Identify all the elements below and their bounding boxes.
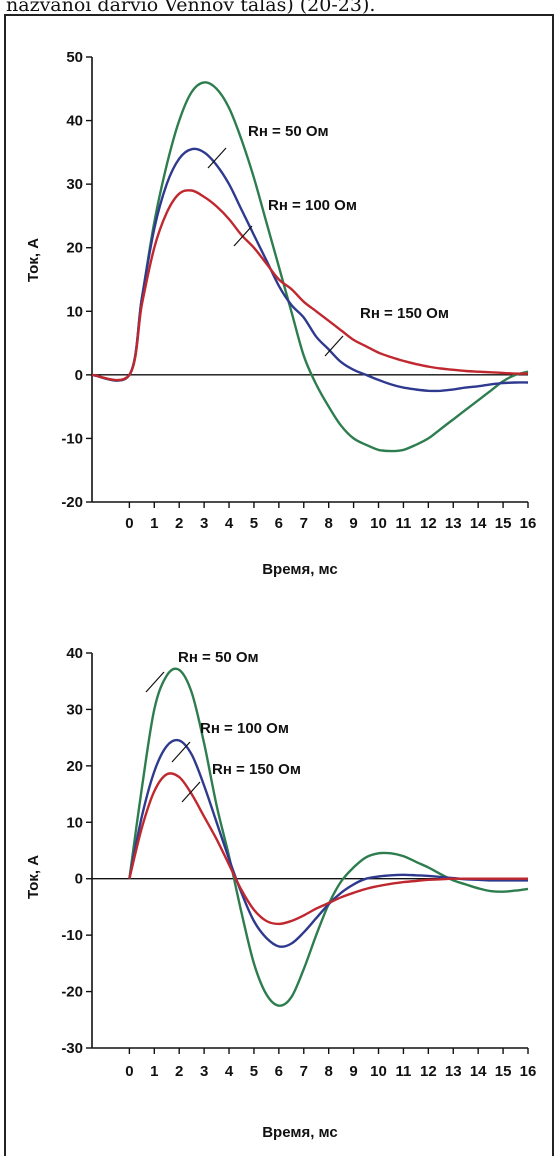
chart-bottom-x-tick-label: 6 — [275, 1063, 283, 1080]
chart-top-y-tick-label: 0 — [75, 367, 83, 384]
chart-bottom-x-tick-label: 11 — [395, 1063, 411, 1080]
chart-top-label-leader — [207, 147, 227, 169]
chart-top-x-tick-label: 5 — [250, 515, 258, 532]
chart-bottom-ylabel: Ток, А — [25, 855, 42, 899]
chart-top-x-tick-label: 6 — [275, 515, 283, 532]
chart-top-y-tick-label: 20 — [66, 240, 83, 257]
chart-bottom-y-tick-label: 40 — [66, 645, 83, 662]
chart-bottom-x-tick-label: 14 — [470, 1063, 487, 1080]
chart-top-x-tick-label: 0 — [125, 515, 133, 532]
chart-bottom-x-tick-label: 9 — [349, 1063, 357, 1080]
chart-bottom-y-tick-label: -10 — [61, 927, 83, 944]
chart-top-x-tick-label: 1 — [150, 515, 158, 532]
chart-bottom-label-leader — [171, 741, 191, 763]
chart-top-xlabel: Время, мс — [262, 561, 338, 578]
chart-bottom-label-leader — [145, 671, 165, 693]
chart-top-x-tick-label: 4 — [225, 515, 234, 532]
figure-frame — [4, 14, 554, 1156]
chart-top-y-tick-label: -20 — [61, 494, 83, 511]
chart-top-curve-label-1: Rн = 50 Ом — [248, 123, 329, 140]
chart-top-ylabel: Ток, А — [25, 238, 42, 282]
chart-top-x-tick-label: 10 — [370, 515, 387, 532]
chart-top-x-tick-label: 3 — [200, 515, 208, 532]
chart-top-y-tick-label: 10 — [66, 303, 83, 320]
chart-top-series-2-line — [91, 147, 529, 393]
chart-top-x-tick-label: 7 — [300, 515, 308, 532]
chart-bottom-x-tick-label: 4 — [225, 1063, 234, 1080]
chart-top-x-tick-label: 16 — [520, 515, 537, 532]
chart-top-x-tick-label: 12 — [420, 515, 437, 532]
chart-top-y-tick-label: 50 — [66, 49, 83, 66]
chart-bottom-y-tick-label: -20 — [61, 984, 83, 1001]
chart-bottom-y-tick-label: 0 — [75, 871, 83, 888]
chart-top-x-tick-label: 13 — [445, 515, 462, 532]
chart-bottom-curve-label-1: Rн = 50 Ом — [178, 649, 259, 666]
chart-bottom-x-tick-label: 3 — [200, 1063, 208, 1080]
chart-bottom-y-tick-label: -30 — [61, 1040, 83, 1057]
chart-bottom-x-tick-label: 10 — [370, 1063, 387, 1080]
chart-bottom-y-tick-label: 10 — [66, 814, 83, 831]
chart-top-x-tick-label: 15 — [495, 515, 512, 532]
chart-top-x-tick-label: 11 — [395, 515, 411, 532]
chart-bottom-x-tick-label: 5 — [250, 1063, 258, 1080]
chart-top-curve-label-3: Rн = 150 Ом — [360, 305, 449, 322]
chart-top-x-tick-label: 8 — [325, 515, 333, 532]
chart-bottom-x-tick-label: 16 — [520, 1063, 537, 1080]
chart-top-curve-label-2: Rн = 100 Ом — [268, 197, 357, 214]
chart-bottom-x-tick-label: 8 — [325, 1063, 333, 1080]
chart-top-series-1-line — [91, 81, 529, 453]
chart-bottom-y-tick-label: 20 — [66, 758, 83, 775]
chart-top-x-tick-label: 9 — [349, 515, 357, 532]
chart-bottom-y-tick-label: 30 — [66, 701, 83, 718]
chart-bottom-xlabel: Время, мс — [262, 1124, 338, 1141]
chart-bottom-x-tick-label: 15 — [495, 1063, 512, 1080]
chart-bottom-series-1-line — [128, 667, 529, 1007]
chart-top-y-tick-label: 40 — [66, 113, 83, 130]
chart-bottom-x-tick-label: 12 — [420, 1063, 437, 1080]
chart-top-y-tick-label: -10 — [61, 430, 83, 447]
chart-bottom-x-tick-label: 7 — [300, 1063, 308, 1080]
chart-top-series-3-line — [91, 189, 529, 382]
chart-bottom-x-tick-label: 2 — [175, 1063, 183, 1080]
chart-bottom-x-tick-label: 13 — [445, 1063, 462, 1080]
chart-bottom-label-leader — [181, 781, 201, 803]
chart-top-x-tick-label: 14 — [470, 515, 487, 532]
chart-bottom-series-2-line — [128, 738, 528, 948]
chart-top-x-tick-label: 2 — [175, 515, 183, 532]
chart-top-y-tick-label: 30 — [66, 176, 83, 193]
chart-bottom-curve-label-3: Rн = 150 Ом — [212, 761, 301, 778]
caption-text: nazvanoi darvio Vennov talas) (20-23). — [6, 0, 376, 16]
chart-bottom-curve-label-2: Rн = 100 Ом — [200, 720, 289, 737]
chart-top-label-leader — [324, 335, 344, 357]
chart-bottom-x-tick-label: 1 — [150, 1063, 158, 1080]
chart-bottom-series-3-line — [128, 772, 528, 926]
chart-bottom-x-tick-label: 0 — [125, 1063, 133, 1080]
chart-top-label-leader — [233, 225, 253, 247]
